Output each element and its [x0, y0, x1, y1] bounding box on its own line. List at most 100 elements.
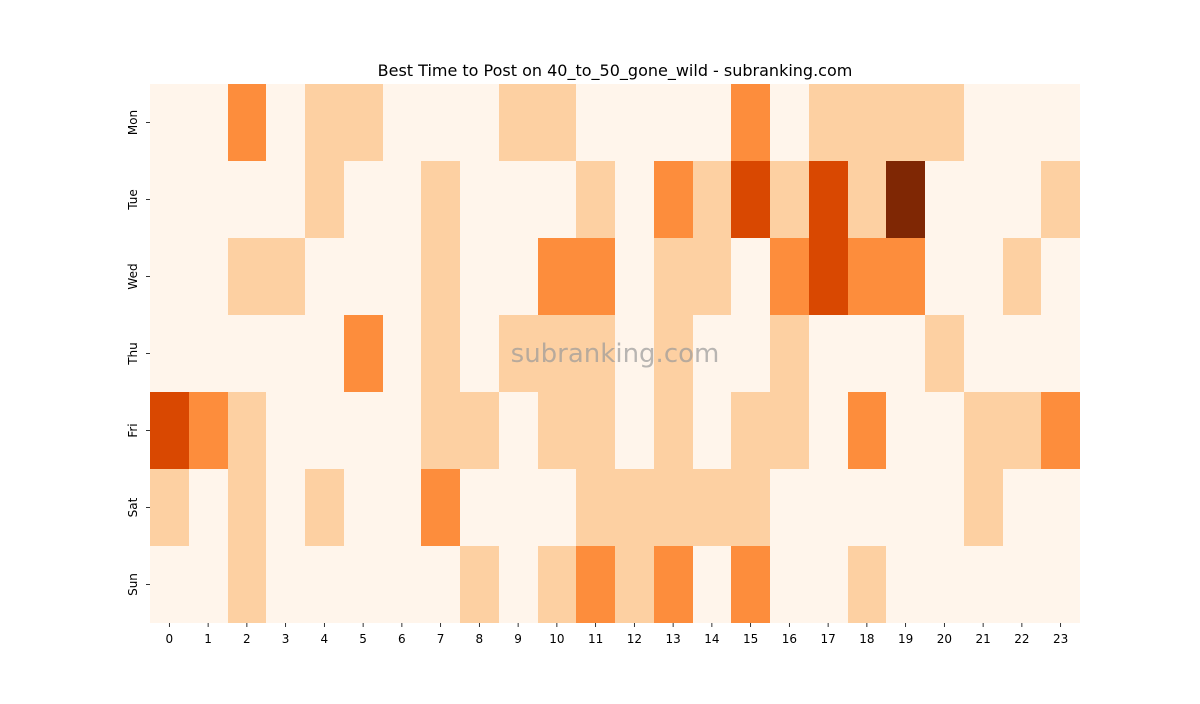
x-tick-label-21: 21 [975, 632, 990, 646]
heatmap-cell-sat-17 [809, 469, 848, 546]
heatmap-cell-sat-0 [150, 469, 189, 546]
heatmap-cell-wed-9 [499, 238, 538, 315]
heatmap-cell-sat-5 [344, 469, 383, 546]
heatmap-cell-sun-15 [731, 546, 770, 623]
x-tick-label-12: 12 [627, 632, 642, 646]
heatmap-cell-wed-11 [576, 238, 615, 315]
heatmap-cell-tue-0 [150, 161, 189, 238]
heatmap-cell-wed-3 [266, 238, 305, 315]
heatmap-cell-fri-12 [615, 392, 654, 469]
heatmap-cell-fri-11 [576, 392, 615, 469]
heatmap-cell-wed-17 [809, 238, 848, 315]
heatmap-cell-wed-5 [344, 238, 383, 315]
heatmap-cell-thu-1 [189, 315, 228, 392]
heatmap-cell-sun-6 [383, 546, 421, 623]
heatmap-cell-fri-15 [731, 392, 770, 469]
heatmap-cell-tue-21 [964, 161, 1003, 238]
heatmap-cell-wed-22 [1003, 238, 1041, 315]
heatmap-cell-fri-17 [809, 392, 848, 469]
x-tick-label-1: 1 [204, 632, 212, 646]
y-axis: Mon Tue Wed Thu Fri Sat Sun [126, 110, 150, 596]
heatmap-cell-mon-14 [693, 84, 731, 161]
heatmap-cell-sat-23 [1041, 469, 1080, 546]
heatmap-cell-fri-5 [344, 392, 383, 469]
heatmap-cell-tue-2 [228, 161, 266, 238]
heatmap-cell-thu-16 [770, 315, 809, 392]
heatmap-cell-fri-1 [189, 392, 228, 469]
heatmap-cell-mon-4 [305, 84, 344, 161]
heatmap-cell-fri-18 [848, 392, 886, 469]
heatmap-cell-sun-23 [1041, 546, 1080, 623]
heatmap-cell-thu-10 [538, 315, 576, 392]
heatmap-cell-sat-11 [576, 469, 615, 546]
heatmap-cell-wed-20 [925, 238, 964, 315]
heatmap-cell-sun-4 [305, 546, 344, 623]
heatmap-cell-thu-23 [1041, 315, 1080, 392]
heatmap-cell-tue-14 [693, 161, 731, 238]
heatmap-cell-wed-6 [383, 238, 421, 315]
heatmap-cell-mon-5 [344, 84, 383, 161]
heatmap-cell-thu-12 [615, 315, 654, 392]
x-tick-label-8: 8 [476, 632, 484, 646]
heatmap-cell-wed-21 [964, 238, 1003, 315]
heatmap-cell-sat-22 [1003, 469, 1041, 546]
heatmap-cell-tue-19 [886, 161, 925, 238]
heatmap-cell-mon-12 [615, 84, 654, 161]
x-axis: 0 1 2 3 4 5 6 7 8 9 10 11 12 13 14 15 16 17 18 19 20 21 22 23 [166, 623, 1068, 646]
heatmap-cell-sat-15 [731, 469, 770, 546]
heatmap-cell-fri-23 [1041, 392, 1080, 469]
y-tick-label-wed: Wed [126, 263, 140, 289]
heatmap-cell-wed-18 [848, 238, 886, 315]
heatmap-cell-mon-20 [925, 84, 964, 161]
heatmap-cell-thu-20 [925, 315, 964, 392]
heatmap-cell-fri-6 [383, 392, 421, 469]
x-tick-label-2: 2 [243, 632, 251, 646]
heatmap-cell-thu-22 [1003, 315, 1041, 392]
heatmap-cell-mon-2 [228, 84, 266, 161]
x-tick-label-18: 18 [859, 632, 874, 646]
heatmap-cell-mon-15 [731, 84, 770, 161]
heatmap-cell-tue-8 [460, 161, 499, 238]
heatmap-cell-tue-6 [383, 161, 421, 238]
heatmap-cell-thu-19 [886, 315, 925, 392]
x-tick-label-4: 4 [321, 632, 329, 646]
heatmap-cell-fri-20 [925, 392, 964, 469]
heatmap-cell-fri-10 [538, 392, 576, 469]
heatmap-cell-tue-15 [731, 161, 770, 238]
heatmap-cell-fri-14 [693, 392, 731, 469]
heatmap-cell-sun-20 [925, 546, 964, 623]
heatmap-cell-sat-20 [925, 469, 964, 546]
heatmap-cell-wed-4 [305, 238, 344, 315]
heatmap-cell-sun-7 [421, 546, 460, 623]
heatmap-cell-fri-2 [228, 392, 266, 469]
y-tick-label-mon: Mon [126, 110, 140, 135]
heatmap-cell-sat-6 [383, 469, 421, 546]
heatmap-cell-sun-11 [576, 546, 615, 623]
heatmap-cell-thu-2 [228, 315, 266, 392]
heatmap-cell-thu-11 [576, 315, 615, 392]
heatmap-cell-tue-5 [344, 161, 383, 238]
heatmap-cell-thu-3 [266, 315, 305, 392]
heatmap-cell-thu-7 [421, 315, 460, 392]
heatmap-cell-tue-7 [421, 161, 460, 238]
chart-title: Best Time to Post on 40_to_50_gone_wild … [378, 61, 853, 81]
heatmap-cell-mon-16 [770, 84, 809, 161]
heatmap-cell-tue-10 [538, 161, 576, 238]
y-tick-label-thu: Thu [126, 342, 140, 366]
heatmap-cell-sun-10 [538, 546, 576, 623]
heatmap-cell-tue-18 [848, 161, 886, 238]
heatmap-cell-tue-22 [1003, 161, 1041, 238]
heatmap-cell-thu-9 [499, 315, 538, 392]
heatmap-cell-sat-8 [460, 469, 499, 546]
heatmap-cell-fri-4 [305, 392, 344, 469]
heatmap-cell-tue-20 [925, 161, 964, 238]
heatmap-cell-sat-14 [693, 469, 731, 546]
heatmap-cell-sun-5 [344, 546, 383, 623]
heatmap-cell-fri-16 [770, 392, 809, 469]
heatmap-cell-thu-5 [344, 315, 383, 392]
heatmap-cell-thu-0 [150, 315, 189, 392]
heatmap-cell-sat-21 [964, 469, 1003, 546]
heatmap-cell-mon-17 [809, 84, 848, 161]
